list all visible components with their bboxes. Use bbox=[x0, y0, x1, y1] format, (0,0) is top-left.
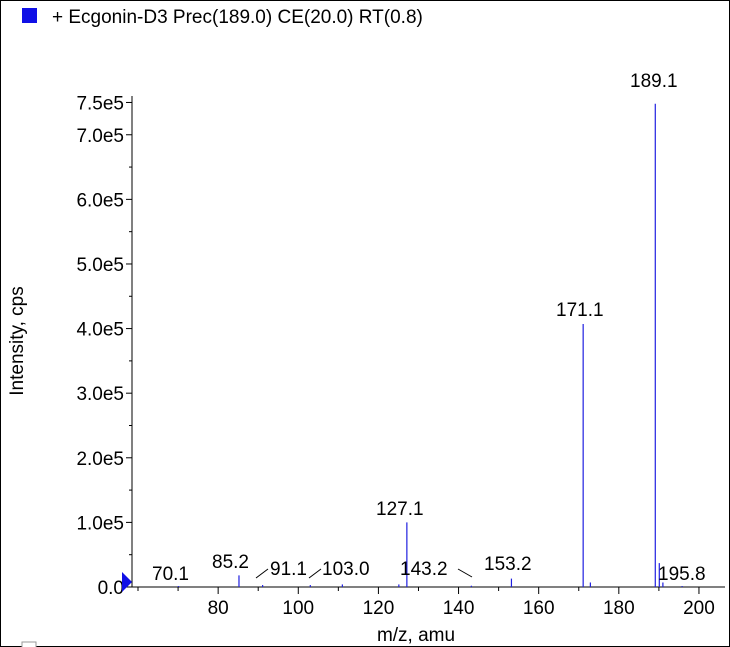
peak-leader-103-0 bbox=[308, 568, 322, 579]
legend-marker bbox=[22, 8, 37, 23]
peak-label-195-8: 195.8 bbox=[658, 564, 706, 585]
y-tick-label: 3.0e5 bbox=[76, 384, 124, 405]
peak-leader-91-1 bbox=[255, 568, 269, 579]
x-tick-label: 80 bbox=[208, 598, 229, 619]
x-axis-label: m/z, amu bbox=[377, 625, 455, 646]
x-tick-label: 180 bbox=[603, 598, 635, 619]
peak-label-171-1: 171.1 bbox=[556, 300, 604, 321]
peak-label-189-1: 189.1 bbox=[630, 71, 678, 92]
peak-label-127-1: 127.1 bbox=[376, 499, 424, 520]
y-tick-label: 0.0 bbox=[98, 578, 124, 599]
peak-labels: 70.1 85.2 91.1 103.0 127.1 143.2 153.2 1… bbox=[152, 71, 706, 585]
x-tick-label: 140 bbox=[443, 598, 475, 619]
peak-label-91-1: 91.1 bbox=[270, 559, 307, 580]
y-axis-label: Intensity, cps bbox=[7, 286, 28, 395]
axes: 80 100 120 140 160 180 200 0.0 1.0e5 2.0e5 3.0e5 4.… bbox=[76, 93, 725, 619]
peaks bbox=[177, 103, 683, 587]
bottom-left-marker bbox=[21, 641, 37, 647]
x-tick-label: 200 bbox=[683, 598, 715, 619]
legend-text: + Ecgonin-D3 Prec(189.0) CE(20.0) RT(0.8… bbox=[52, 7, 423, 28]
y-tick-label: 5.0e5 bbox=[76, 255, 124, 276]
peak-label-143-2: 143.2 bbox=[400, 559, 448, 580]
peak-label-103-0: 103.0 bbox=[322, 559, 370, 580]
y-tick-label: 7.0e5 bbox=[76, 126, 124, 147]
baseline-marker-icon bbox=[122, 572, 132, 592]
y-tick-label: 2.0e5 bbox=[76, 449, 124, 470]
peak-label-153-2: 153.2 bbox=[484, 554, 532, 575]
y-tick-label: 4.0e5 bbox=[76, 320, 124, 341]
y-tick-label: 6.0e5 bbox=[76, 190, 124, 211]
peak-label-70-1: 70.1 bbox=[152, 564, 189, 585]
x-tick-label: 160 bbox=[523, 598, 555, 619]
y-tick-label: 1.0e5 bbox=[76, 513, 124, 534]
y-tick-label: 7.5e5 bbox=[76, 93, 124, 114]
peak-label-85-2: 85.2 bbox=[212, 552, 249, 573]
legend: + Ecgonin-D3 Prec(189.0) CE(20.0) RT(0.8… bbox=[22, 7, 423, 28]
x-tick-label: 120 bbox=[363, 598, 395, 619]
peak-leader-143-2 bbox=[457, 568, 473, 578]
x-tick-label: 100 bbox=[282, 598, 314, 619]
